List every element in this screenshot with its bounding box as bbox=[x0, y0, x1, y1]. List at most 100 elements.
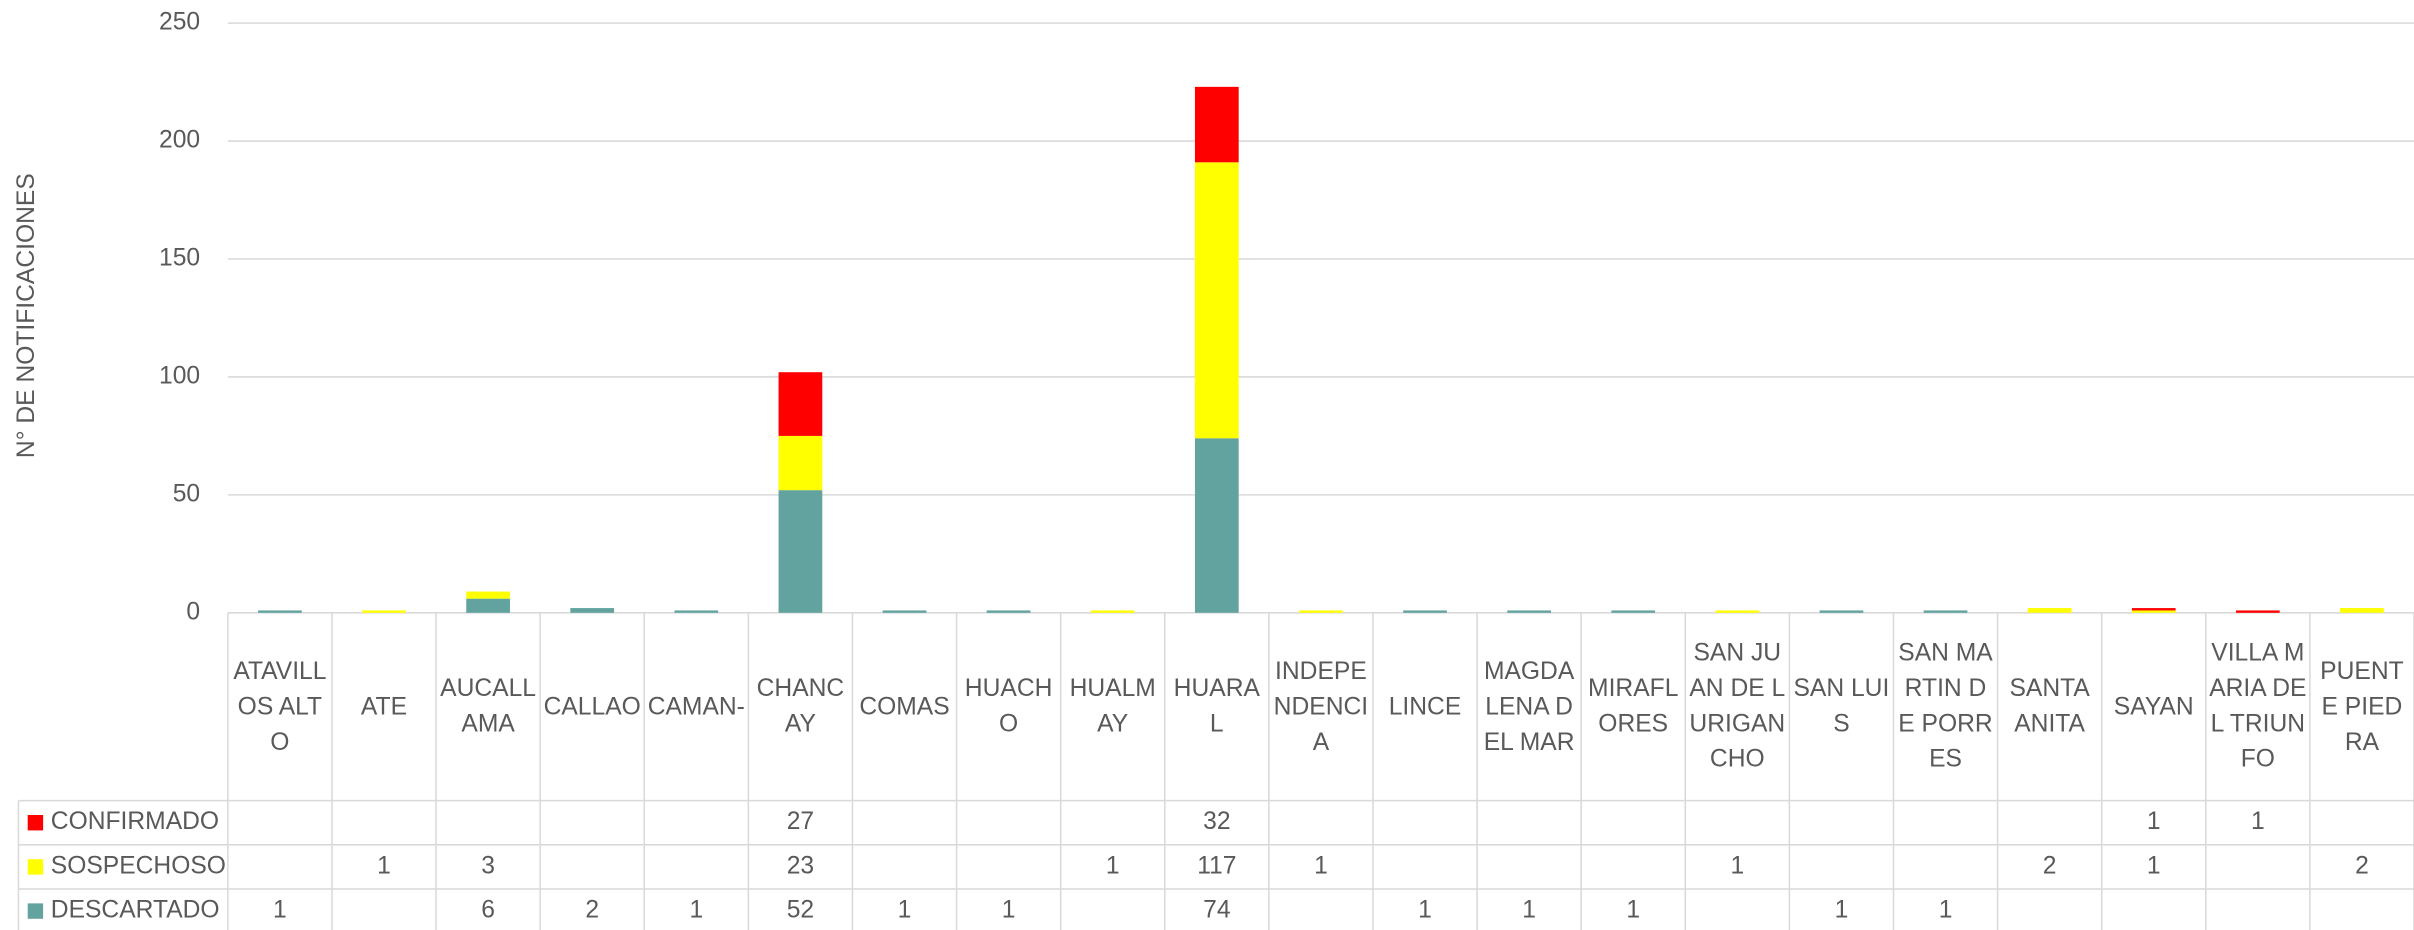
bar-segment bbox=[362, 610, 406, 613]
x-tick-label-box: SANTA ANITA bbox=[2009, 675, 2090, 738]
table-value: 1 bbox=[898, 897, 912, 924]
x-tick-label-box: CALLAO bbox=[543, 693, 641, 720]
y-tick-label: 200 bbox=[159, 127, 200, 154]
bar-segment bbox=[2340, 608, 2384, 613]
x-tick-label: PUENTE PIEDRA bbox=[2320, 658, 2404, 756]
x-tick-label-box: SAYAN bbox=[2113, 693, 2194, 720]
legend-label: CONFIRMADO bbox=[51, 808, 219, 835]
table-value: 2 bbox=[2043, 852, 2057, 879]
legend-swatch bbox=[27, 859, 44, 875]
table-value: 23 bbox=[787, 852, 814, 879]
table-value: 6 bbox=[481, 897, 495, 924]
bar-segment bbox=[1819, 610, 1864, 613]
table-value: 1 bbox=[1939, 897, 1953, 924]
table-value: 1 bbox=[377, 852, 391, 879]
y-tick-label: 50 bbox=[173, 480, 200, 507]
bar-segment bbox=[674, 610, 719, 613]
x-tick-label: MAGDALENA DEL MAR bbox=[1483, 658, 1575, 756]
table-value: 1 bbox=[2251, 808, 2265, 835]
y-tick-label: 250 bbox=[159, 9, 200, 36]
bar-segment bbox=[1507, 610, 1551, 613]
y-tick-label: 100 bbox=[159, 362, 200, 389]
bar-segment bbox=[2131, 608, 2176, 611]
table-value: 1 bbox=[1106, 852, 1120, 879]
bar-segment bbox=[466, 598, 510, 613]
table-value: 1 bbox=[689, 897, 703, 924]
bar-segment bbox=[2131, 610, 2176, 613]
bar-segment bbox=[778, 435, 823, 491]
x-tick-label-box: CAMAN- bbox=[647, 693, 745, 720]
table-value: 1 bbox=[1314, 852, 1328, 879]
y-axis-label: N° DE NOTIFICACIONES bbox=[13, 173, 40, 458]
table-value: 52 bbox=[787, 897, 814, 924]
bar-segment bbox=[1403, 610, 1447, 613]
bar-segment bbox=[986, 610, 1031, 613]
x-tick-label-box: SAN JUAN DE LURIGANCHO bbox=[1689, 640, 1786, 773]
table-value: 117 bbox=[1197, 852, 1236, 879]
bar-segment bbox=[466, 591, 510, 599]
x-tick-label: SAN MARTIN DE PORRES bbox=[1898, 640, 1993, 773]
bar-segment bbox=[570, 608, 615, 613]
x-tick-label: HUALMAY bbox=[1069, 675, 1156, 738]
table-value: 2 bbox=[585, 897, 599, 924]
table-value: 1 bbox=[1418, 897, 1432, 924]
bar-segment bbox=[778, 372, 823, 436]
x-tick-label-box: INDEPENDENCIA bbox=[1273, 658, 1369, 756]
bar-segment bbox=[1194, 86, 1239, 163]
bar-segment bbox=[1090, 610, 1135, 613]
bar-segment bbox=[258, 610, 302, 613]
table-value: 1 bbox=[1730, 852, 1744, 879]
legend-label: SOSPECHOSO bbox=[51, 852, 226, 879]
x-tick-label: SAYAN bbox=[2113, 693, 2194, 720]
bar-segment bbox=[778, 490, 823, 613]
bar-segment bbox=[1194, 162, 1239, 439]
legend-swatch bbox=[27, 815, 44, 831]
x-tick-label-box: MAGDALENA DEL MAR bbox=[1483, 658, 1575, 756]
x-tick-label: SAN JUAN DE LURIGANCHO bbox=[1689, 640, 1786, 773]
x-tick-label: LINCE bbox=[1388, 693, 1462, 720]
x-tick-label-box: HUALMAY bbox=[1069, 675, 1156, 738]
x-tick-label: SANTA ANITA bbox=[2009, 675, 2090, 738]
bar-segment bbox=[1715, 610, 1760, 613]
table-value: 32 bbox=[1203, 808, 1230, 835]
table-value: 3 bbox=[481, 852, 495, 879]
bar-segment bbox=[1923, 610, 1968, 613]
bar-segment bbox=[1194, 438, 1239, 613]
table-value: 1 bbox=[1626, 897, 1640, 924]
x-tick-label: INDEPENDENCIA bbox=[1273, 658, 1369, 756]
x-tick-label: SAN LUIS bbox=[1793, 675, 1890, 738]
table-value: 1 bbox=[1002, 897, 1016, 924]
table-value: 2 bbox=[2355, 852, 2369, 879]
x-tick-label-box: SAN MARTIN DE PORRES bbox=[1898, 640, 1993, 773]
x-tick-label-box: HUACHO bbox=[964, 675, 1053, 738]
x-tick-label: VILLA MARIA DEL TRIUNFO bbox=[2209, 640, 2307, 773]
x-tick-label-box: SAN LUIS bbox=[1793, 675, 1890, 738]
x-tick-label: CHANCAY bbox=[756, 675, 845, 738]
table-value: 1 bbox=[273, 897, 287, 924]
x-tick-label-box: VILLA MARIA DEL TRIUNFO bbox=[2209, 640, 2307, 773]
x-tick-label: HUACHO bbox=[964, 675, 1053, 738]
x-tick-label-box: LINCE bbox=[1388, 693, 1462, 720]
x-tick-label: CAMAN- bbox=[647, 693, 745, 720]
bar-segment bbox=[882, 610, 927, 613]
y-tick-label: 0 bbox=[186, 598, 200, 625]
table-value: 1 bbox=[1835, 897, 1849, 924]
x-tick-label: ATE bbox=[360, 693, 408, 720]
legend-swatch bbox=[27, 903, 44, 919]
table-value: 27 bbox=[787, 808, 814, 835]
x-tick-label-box: COMAS bbox=[859, 693, 950, 720]
x-tick-label-box: HUARAL bbox=[1174, 676, 1260, 738]
x-tick-label-box: CHANCAY bbox=[756, 675, 845, 738]
x-tick-label-box: PUENTE PIEDRA bbox=[2320, 658, 2404, 756]
x-tick-label: ATAVILLOS ALTO bbox=[233, 658, 327, 756]
table-value: 1 bbox=[2147, 808, 2161, 835]
x-tick-label-box: AUCALLAMA bbox=[440, 675, 537, 738]
bar-segment bbox=[2235, 610, 2280, 613]
x-tick-label: CALLAO bbox=[543, 693, 641, 720]
x-tick-label: COMAS bbox=[859, 693, 950, 720]
x-tick-label: AUCALLAMA bbox=[440, 675, 537, 738]
x-tick-label-box: MIRAFLORES bbox=[1588, 676, 1678, 738]
y-tick-label: 150 bbox=[159, 245, 200, 272]
